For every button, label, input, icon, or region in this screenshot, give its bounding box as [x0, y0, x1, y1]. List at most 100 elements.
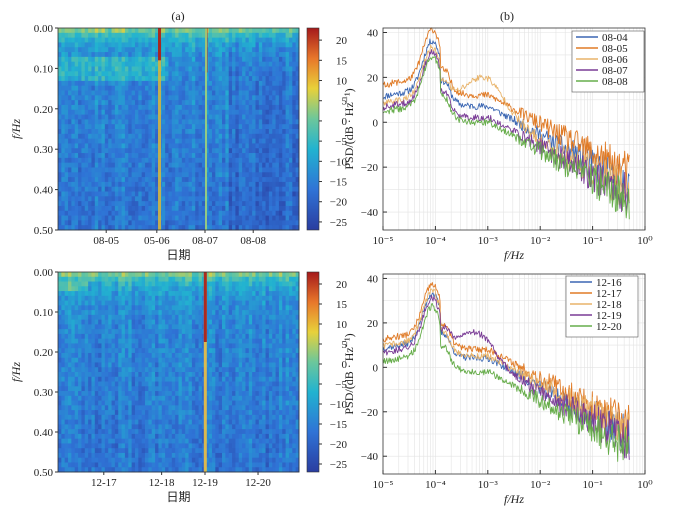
heatmap-cell	[292, 56, 297, 63]
heatmap-cell	[74, 467, 79, 473]
heatmap-cell	[228, 191, 233, 197]
heatmap-cell	[128, 52, 133, 58]
heatmap-cell	[252, 109, 256, 115]
heatmap-cell	[161, 295, 166, 301]
heatmap-cell	[225, 177, 230, 183]
heatmap-cell	[74, 324, 79, 330]
heatmap-cell	[131, 291, 136, 297]
heatmap-cell	[124, 286, 129, 292]
heatmap-cell	[104, 333, 109, 340]
heatmap-cell	[121, 319, 126, 325]
heatmap-cell	[94, 47, 99, 53]
heatmap-cell	[165, 343, 169, 349]
heatmap-cell	[211, 42, 216, 48]
heatmap-cell	[235, 119, 240, 125]
heatmap-cell	[218, 95, 223, 101]
heatmap-cell	[175, 85, 179, 91]
heatmap-cell	[108, 157, 112, 164]
heatmap-cell	[198, 177, 203, 183]
heatmap-cell	[275, 124, 280, 130]
heatmap-cell	[158, 457, 163, 463]
heatmap-cell	[242, 28, 246, 34]
heatmap-cell	[101, 338, 106, 344]
heatmap-cell	[278, 95, 283, 101]
heatmap-cell	[181, 395, 186, 401]
heatmap-cell	[198, 225, 203, 231]
heatmap-cell	[114, 352, 119, 359]
heatmap-cell	[168, 367, 173, 373]
heatmap-cell	[98, 452, 102, 459]
heatmap-cell	[198, 196, 203, 202]
heatmap-cell	[155, 56, 159, 63]
heatmap-cell	[178, 286, 183, 292]
heatmap-cell	[181, 424, 186, 430]
heatmap-cell	[58, 276, 62, 282]
heatmap-cell	[168, 162, 173, 168]
heatmap-cell	[262, 100, 266, 106]
heatmap-cell	[104, 324, 109, 330]
heatmap-cell	[101, 95, 106, 101]
heatmap-cell	[235, 76, 240, 82]
heatmap-cell	[278, 42, 283, 48]
heatmap-cell	[255, 191, 260, 197]
heatmap-cell	[148, 205, 153, 212]
heatmap-cell	[232, 201, 236, 207]
heatmap-cell	[104, 61, 109, 67]
heatmap-cell	[101, 372, 106, 378]
heatmap-cell	[71, 162, 76, 168]
heatmap-cell	[134, 133, 139, 140]
heatmap-cell	[141, 386, 146, 392]
heatmap-cell	[198, 157, 203, 164]
heatmap-cell	[161, 85, 166, 91]
heatmap-cell	[141, 457, 146, 463]
heatmap-cell	[262, 186, 266, 192]
heatmap-cell	[175, 225, 179, 231]
heatmap-cell	[161, 438, 166, 444]
heatmap-cell	[111, 71, 116, 77]
heatmap-cell	[255, 56, 260, 63]
heatmap-cell	[101, 291, 106, 297]
heatmap-cell	[121, 157, 126, 164]
heatmap-cell	[242, 66, 246, 72]
heatmap-cell	[201, 138, 206, 144]
heatmap-cell	[121, 410, 126, 416]
heatmap-cell	[138, 362, 143, 368]
heatmap-cell	[141, 114, 146, 120]
heatmap-cell	[71, 114, 76, 120]
heatmap-cell	[78, 367, 82, 373]
heatmap-cell	[108, 462, 112, 468]
heatmap-cell	[148, 181, 153, 188]
heatmap-cell	[78, 124, 82, 130]
heatmap-cell	[171, 210, 176, 216]
heatmap-cell	[285, 129, 290, 135]
heatmap-cell	[74, 201, 79, 207]
heatmap-cell	[101, 452, 106, 459]
heatmap-cell	[74, 305, 79, 311]
heatmap-cell	[161, 457, 166, 463]
heatmap-cell	[118, 272, 122, 278]
heatmap-cell	[238, 196, 243, 202]
heatmap-cell	[68, 410, 72, 416]
heatmap-cell	[91, 281, 96, 287]
heatmap-cell	[248, 167, 253, 173]
heatmap-cell	[78, 167, 82, 173]
heatmap-cell	[114, 90, 119, 96]
heatmap-cell	[218, 56, 223, 63]
heatmap-cell	[104, 319, 109, 325]
heatmap-cell	[108, 95, 112, 101]
heatmap-cell	[138, 42, 143, 48]
heatmap-cell	[168, 80, 173, 87]
heatmap-cell	[188, 286, 193, 292]
heatmap-cell	[248, 138, 253, 144]
heatmap-cell	[114, 148, 119, 154]
heatmap-cell	[84, 381, 89, 387]
heatmap-cell	[118, 148, 122, 154]
heatmap-cell	[165, 56, 169, 63]
heatmap-cell	[195, 343, 199, 349]
heatmap-cell	[131, 186, 136, 192]
heatmap-cell	[245, 186, 250, 192]
heatmap-cell	[91, 272, 96, 278]
heatmap-cell	[171, 419, 176, 425]
heatmap-cell	[61, 357, 66, 363]
heatmap-cell	[68, 129, 72, 135]
